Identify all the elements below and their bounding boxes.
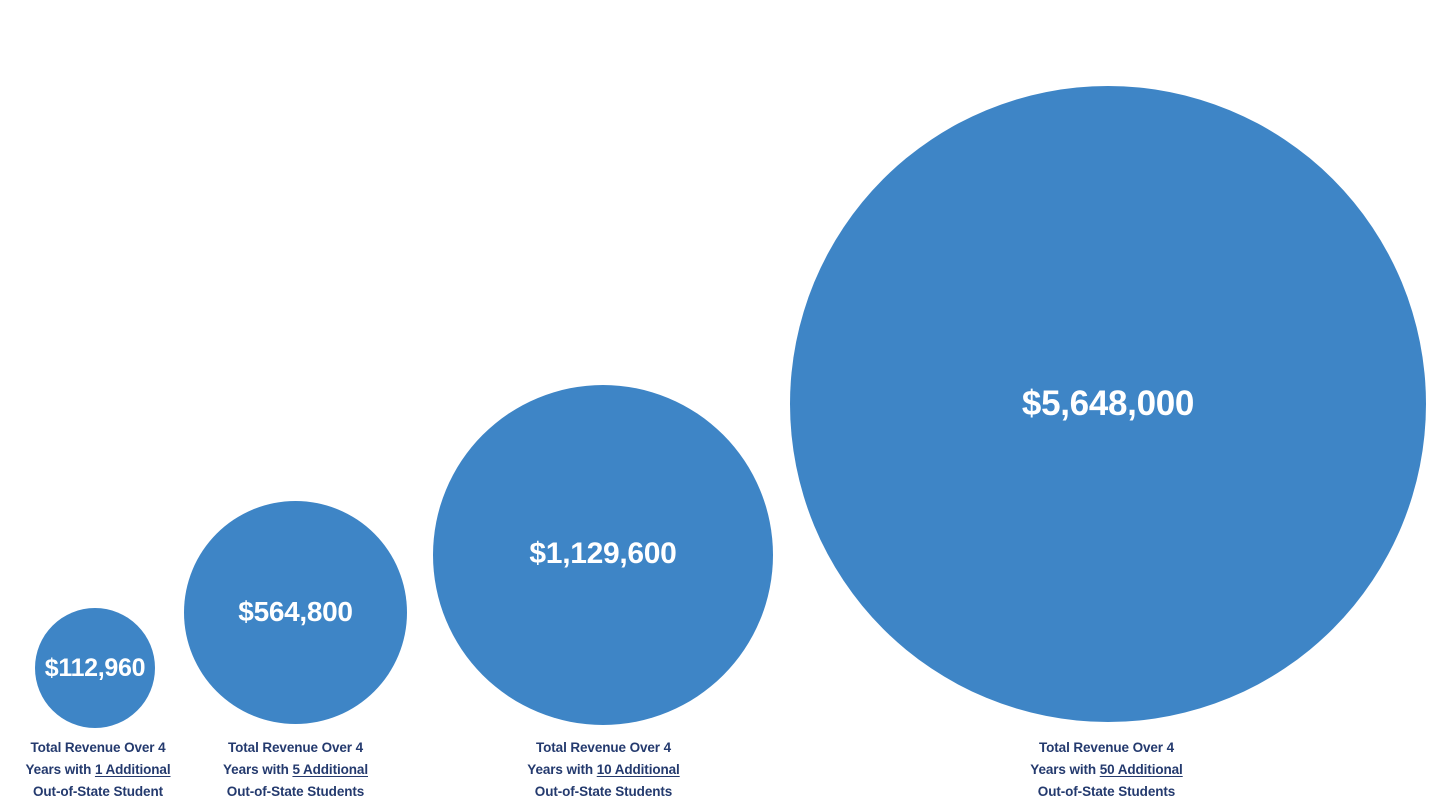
bubble-1-caption-line-2-underlined: 1 Additional [94, 762, 171, 777]
bubble-2-value-label: $564,800 [238, 596, 353, 627]
bubble-1-caption-line-1: Total Revenue Over 4 [30, 740, 166, 755]
bubble-2[interactable]: $564,800 [184, 501, 407, 724]
bubble-3-caption-line-1: Total Revenue Over 4 [535, 740, 672, 755]
bubble-4-caption-line-2-underlined: 50 Additional [1099, 762, 1183, 777]
bubble-2-caption-line-2-underlined: 5 Additional [292, 762, 368, 777]
bubble-4-value-label: $5,648,000 [1021, 383, 1195, 423]
bubble-3-caption-line-2-underlined: 10 Additional [596, 762, 680, 777]
bubble-2-caption-line-3: Out-of-State Students [226, 784, 365, 799]
bubble-4[interactable]: $5,648,000 [790, 86, 1426, 722]
bubble-2-caption-line-2-prefix: Years with [223, 762, 293, 777]
bubble-1[interactable]: $112,960 [35, 608, 155, 728]
bubble-4-caption-line-1: Total Revenue Over 4 [1038, 740, 1175, 755]
bubble-3-caption: Total Revenue Over 4 Years with 10 Addit… [505, 737, 702, 803]
bubble-4-caption-line-3: Out-of-State Students [1037, 784, 1176, 799]
bubble-1-caption-line-3: Out-of-State Student [33, 784, 163, 799]
bubble-1-caption-line-2: Years with 1 Additional [0, 759, 196, 781]
bubble-2-caption-line-1: Total Revenue Over 4 [227, 740, 364, 755]
bubble-4-caption-line-2: Years with 50 Additional [1008, 759, 1205, 781]
bubble-1-caption: Total Revenue Over 4 Years with 1 Additi… [0, 737, 196, 803]
bubble-3[interactable]: $1,129,600 [433, 385, 773, 725]
bubble-1-caption-line-2-prefix: Years with [25, 762, 95, 777]
bubble-2-caption-line-2: Years with 5 Additional [197, 759, 394, 781]
bubble-2-caption: Total Revenue Over 4 Years with 5 Additi… [197, 737, 394, 803]
bubble-3-caption-line-3: Out-of-State Students [534, 784, 673, 799]
bubble-3-value-label: $1,129,600 [529, 537, 677, 570]
bubble-3-caption-line-2-prefix: Years with [527, 762, 597, 777]
bubble-4-caption-line-2-prefix: Years with [1030, 762, 1100, 777]
bubble-4-caption: Total Revenue Over 4 Years with 50 Addit… [1008, 737, 1205, 803]
bubble-1-value-label: $112,960 [44, 653, 146, 682]
bubble-3-caption-line-2: Years with 10 Additional [505, 759, 702, 781]
